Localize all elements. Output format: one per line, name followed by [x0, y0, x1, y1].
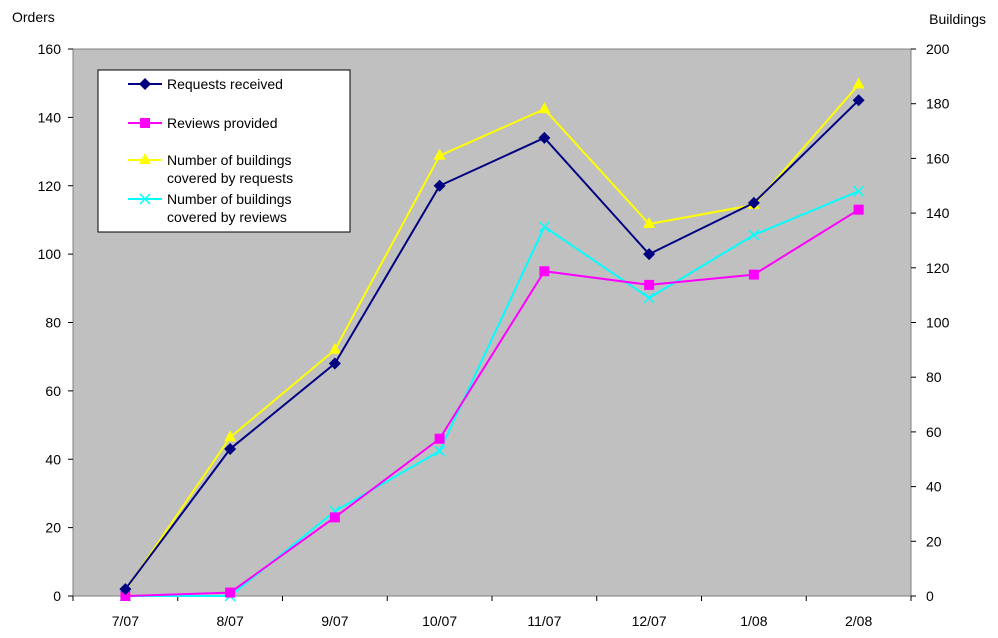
right-axis-tick-label: 20	[926, 533, 942, 549]
marker-stroke	[434, 445, 446, 457]
series-2-point	[539, 266, 550, 277]
legend-label: Reviews provided	[167, 115, 278, 131]
left-axis-tick-label: 40	[45, 451, 61, 467]
left-axis-tick-label: 160	[38, 41, 62, 57]
right-axis-tick-label: 60	[926, 424, 942, 440]
series-1-point	[433, 179, 446, 192]
marker-stroke	[139, 193, 151, 205]
right-axis-tick-label: 40	[926, 479, 942, 495]
right-axis-tick-label: 120	[926, 260, 950, 276]
legend-entry: Number of buildings covered by reviews	[128, 191, 292, 225]
series-1-point	[747, 196, 760, 209]
series-3-point	[224, 430, 237, 442]
series-1-line	[124, 99, 860, 590]
series-layer	[119, 77, 865, 602]
marker-stroke	[643, 292, 655, 304]
x-axis-tick-label: 7/07	[112, 613, 139, 629]
right-axis-tick-label: 80	[926, 369, 942, 385]
legend-entry: Reviews provided	[128, 115, 278, 131]
series-1-point	[852, 94, 865, 107]
series-1-point	[328, 357, 341, 370]
series-2-point	[120, 591, 131, 601]
right-axis-tick-label: 180	[926, 96, 950, 112]
left-axis-tick-label: 120	[38, 178, 62, 194]
legend-marker	[139, 78, 151, 90]
marker-stroke	[538, 221, 550, 233]
series-1-point	[538, 131, 551, 144]
series-4-point	[853, 185, 865, 197]
series-1	[119, 94, 865, 596]
series-1-point	[643, 248, 656, 261]
right-axis-title: Buildings	[929, 11, 986, 27]
legend-entry: Requests received	[128, 76, 283, 92]
x-axis-tick-label: 8/07	[217, 613, 244, 629]
series-2-point	[644, 279, 655, 290]
series-3-point	[643, 217, 656, 229]
x-axis-tick-label: 12/07	[632, 613, 667, 629]
left-axis-tick-label: 140	[38, 109, 62, 125]
left-axis-tick-label: 0	[53, 588, 61, 604]
left-axis-tick-label: 80	[45, 315, 61, 331]
series-2-point	[225, 587, 236, 598]
series-2-point	[434, 433, 445, 444]
legend: Requests received Reviews provided Number …	[97, 69, 351, 233]
series-2-point	[329, 512, 340, 523]
legend-label: Requests received	[167, 76, 283, 92]
series-4-point	[748, 229, 760, 241]
left-axis-tick-label: 20	[45, 520, 61, 536]
left-axis-tick-label: 100	[38, 246, 62, 262]
series-1-point	[119, 583, 132, 596]
series-1-point	[224, 442, 237, 455]
left-axis-title: Orders	[12, 9, 55, 25]
series-4-point	[643, 292, 655, 304]
legend-label: covered by requests	[167, 170, 293, 186]
series-2-line	[125, 208, 860, 597]
series-2	[120, 204, 864, 601]
series-2-point	[748, 269, 759, 280]
right-axis-tick-label: 140	[926, 205, 950, 221]
legend-marker	[139, 193, 151, 205]
x-axis-tick-label: 2/08	[845, 613, 872, 629]
series-3-point	[852, 77, 865, 89]
series-3-line	[124, 83, 860, 592]
series-3-point	[538, 102, 551, 114]
series-3-point	[433, 148, 446, 160]
marker-stroke	[748, 229, 760, 241]
x-axis-tick-label: 10/07	[422, 613, 457, 629]
right-axis-tick-label: 0	[926, 588, 934, 604]
series-4-point	[434, 445, 446, 457]
legend-box	[97, 69, 351, 233]
legend-entry: Number of buildings covered by requests	[128, 152, 293, 186]
x-axis-tick-label: 11/07	[527, 613, 561, 629]
legend-marker	[140, 118, 150, 128]
marker-stroke	[853, 185, 865, 197]
series-3-point	[328, 342, 341, 354]
series-4-line	[125, 190, 860, 597]
x-axis-tick-label: 9/07	[321, 613, 348, 629]
right-axis-tick-label: 160	[926, 150, 950, 166]
series-4-point	[538, 221, 550, 233]
legend-label: Number of buildings	[167, 191, 292, 207]
left-axis-tick-label: 60	[45, 383, 61, 399]
right-axis-tick-label: 100	[926, 315, 950, 331]
x-axis-tick-label: 1/08	[740, 613, 767, 629]
right-axis-tick-label: 200	[926, 41, 950, 57]
axes: 0 20 40 60 80 100 120 140 160 0 20 40 60 80 100 120 140 1…	[38, 41, 950, 629]
legend-marker	[139, 153, 151, 164]
legend-label: covered by reviews	[167, 209, 287, 225]
series-2-point	[853, 204, 864, 215]
legend-label: Number of buildings	[167, 152, 292, 168]
